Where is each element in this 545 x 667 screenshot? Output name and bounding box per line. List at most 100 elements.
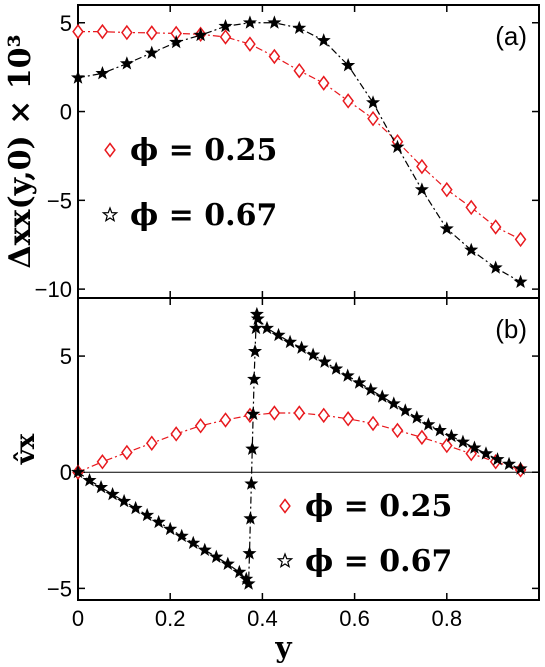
series-line: [77, 314, 521, 585]
data-point: [464, 242, 479, 257]
y-tick-label: 5: [60, 344, 72, 369]
data-point: [96, 23, 109, 40]
data-point: [121, 444, 133, 461]
x-tick-label: 0.6: [339, 606, 370, 631]
x-tick-label: 0: [72, 606, 84, 631]
data-point: [386, 396, 401, 410]
y-tick-label: −10: [35, 277, 72, 302]
panel-b: 0 0.2 0.4 0.6 0.850−5(b)ϕ = 0.25ϕ = 0.67v̂xy: [11, 297, 540, 664]
data-point: [440, 437, 453, 454]
series-b-0: [72, 405, 527, 480]
data-point: [117, 493, 132, 508]
data-point: [367, 110, 379, 127]
data-point: [375, 389, 390, 403]
data-point: [363, 382, 378, 396]
data-point: [260, 320, 275, 335]
data-point: [293, 62, 306, 79]
data-point: [169, 34, 184, 49]
data-point: [444, 428, 459, 443]
data-point: [329, 361, 344, 375]
data-point: [432, 423, 447, 437]
data-point: [250, 311, 265, 325]
data-point: [367, 415, 379, 432]
data-point: [317, 354, 332, 368]
data-point: [94, 479, 109, 494]
data-point: [219, 29, 232, 45]
y-tick-label: −5: [47, 576, 72, 601]
data-point: [416, 429, 428, 446]
data-point: [219, 412, 232, 428]
data-point: [145, 435, 158, 451]
data-point: [467, 440, 482, 454]
data-point: [144, 45, 159, 59]
data-point: [193, 27, 208, 42]
data-point: [513, 274, 528, 288]
data-point: [488, 260, 503, 274]
legend-label: ϕ = 0.25: [305, 489, 452, 524]
y-tick-label: 0: [60, 100, 72, 125]
data-point: [218, 18, 233, 33]
y-tick-label: 5: [60, 11, 72, 36]
panel-label: (a): [495, 21, 527, 51]
legend-label: ϕ = 0.67: [305, 544, 452, 579]
x-tick-label: 0.4: [247, 606, 278, 631]
legend-marker: [101, 206, 119, 223]
data-point: [513, 461, 528, 475]
data-point: [232, 564, 247, 579]
data-point: [244, 36, 256, 52]
legend-marker: [276, 552, 294, 569]
plot-frame-b: [77, 297, 540, 601]
data-point: [248, 344, 263, 358]
data-point: [317, 75, 330, 91]
data-point: [121, 24, 133, 41]
legend-marker: [104, 142, 116, 158]
data-point: [243, 511, 258, 525]
legend-marker: [279, 498, 291, 514]
data-point: [151, 514, 166, 529]
data-point: [268, 48, 281, 65]
x-tick-label: 0.8: [432, 606, 463, 631]
y-axis-label: v̂x: [11, 433, 41, 465]
data-point: [292, 20, 307, 35]
data-point: [194, 418, 207, 434]
data-point: [465, 445, 478, 462]
data-point: [478, 446, 493, 460]
data-point: [416, 158, 428, 175]
series-line: [77, 412, 521, 473]
series-b-1: [71, 306, 528, 590]
data-point: [316, 33, 331, 47]
data-point: [71, 70, 85, 84]
data-point: [340, 368, 355, 382]
y-tick-label: 0: [60, 460, 72, 485]
data-point: [197, 542, 212, 557]
data-point: [341, 58, 356, 72]
data-point: [163, 521, 178, 536]
data-point: [502, 456, 517, 471]
data-point: [71, 464, 85, 479]
data-point: [170, 426, 183, 442]
data-point: [246, 406, 261, 421]
data-point: [465, 199, 478, 216]
data-point: [242, 15, 257, 29]
data-point: [514, 231, 527, 248]
legend-label: ϕ = 0.67: [130, 198, 277, 233]
y-axis-label: Δxx(y,0) × 10³: [3, 34, 38, 268]
data-point: [391, 422, 404, 439]
data-point: [174, 528, 189, 543]
data-point: [342, 411, 354, 427]
data-point: [244, 476, 259, 490]
data-point: [390, 139, 405, 154]
legend-label: ϕ = 0.25: [130, 133, 277, 168]
data-point: [241, 576, 256, 590]
data-point: [306, 347, 321, 361]
panel-label: (b): [495, 314, 527, 344]
data-point: [409, 410, 424, 424]
legend: ϕ = 0.25 ϕ = 0.67: [101, 133, 277, 233]
data-point: [414, 182, 429, 196]
data-point: [245, 441, 260, 455]
data-point: [283, 334, 298, 349]
data-point: [439, 221, 454, 235]
data-point: [209, 549, 224, 563]
data-point: [242, 546, 257, 560]
